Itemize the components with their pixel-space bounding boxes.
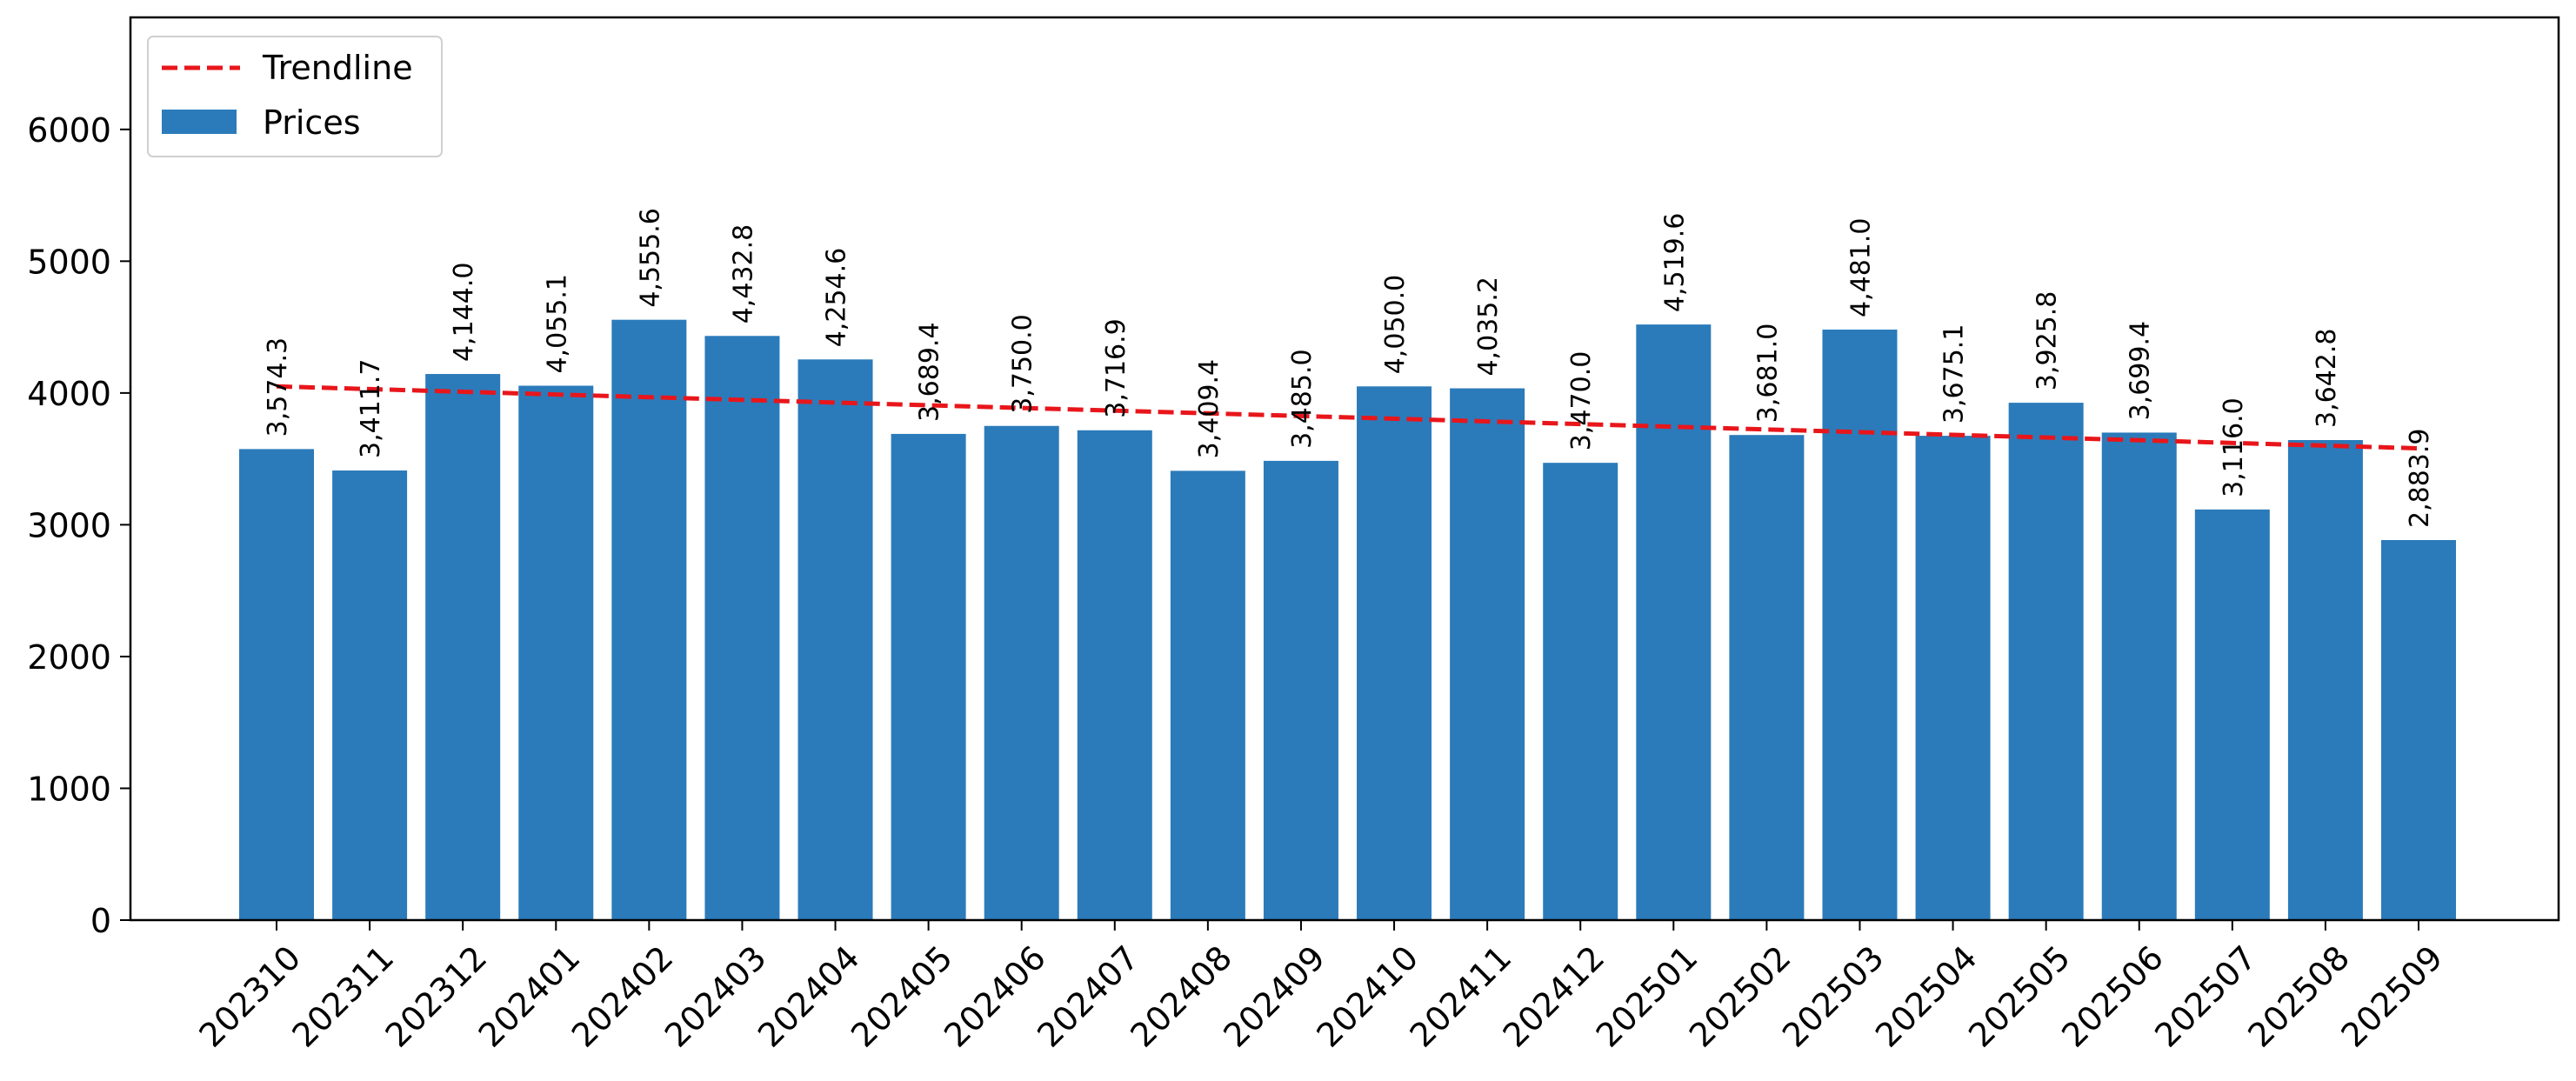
data-label-202405: 3,689.4 <box>915 322 945 422</box>
bar-202410 <box>1357 386 1432 920</box>
data-label-202504: 3,675.1 <box>1939 324 1970 424</box>
y-tick-label-6000: 6000 <box>27 111 111 150</box>
bar-202506 <box>2101 432 2177 920</box>
bar-202404 <box>797 359 873 921</box>
bar-202311 <box>332 470 408 920</box>
bar-202312 <box>425 374 501 921</box>
trendline-group <box>276 384 2419 451</box>
data-label-202311: 3,411.7 <box>356 358 386 458</box>
trendline <box>276 384 2419 451</box>
bar-202412 <box>1543 463 1618 920</box>
data-label-202404: 4,254.6 <box>822 248 852 348</box>
bar-202508 <box>2287 439 2363 920</box>
data-label-202505: 3,925.8 <box>2032 291 2063 391</box>
bar-202402 <box>611 319 687 920</box>
y-axis: 0 1000 2000 3000 4000 5000 6000 <box>27 111 130 940</box>
bar-202507 <box>2194 509 2270 920</box>
data-label-202409: 3,485.0 <box>1287 349 1318 449</box>
bar-202501 <box>1636 324 1712 920</box>
bar-202409 <box>1263 460 1338 920</box>
data-label-202412: 3,470.0 <box>1566 351 1597 451</box>
bar-202310 <box>239 449 314 920</box>
bar-202405 <box>891 433 966 921</box>
y-tick-label-3000: 3000 <box>27 506 111 544</box>
data-label-202408: 3,409.4 <box>1194 359 1225 459</box>
bar-202503 <box>1822 329 1898 920</box>
data-label-202410: 4,050.0 <box>1380 275 1411 375</box>
bar-202403 <box>704 336 780 921</box>
y-tick-label-2000: 2000 <box>27 638 111 677</box>
data-label-202310: 3,574.3 <box>263 337 293 437</box>
legend-trendline-label: Trendline <box>262 49 413 87</box>
data-label-202503: 4,481.0 <box>1845 217 1876 317</box>
data-labels-group: 3,574.3 3,411.7 4,144.0 4,055.1 4,555.6 4,432… <box>263 208 2435 528</box>
plot-frame <box>129 16 2560 922</box>
bar-202502 <box>1729 435 1805 920</box>
legend-prices-swatch <box>162 110 237 134</box>
y-tick-label-5000: 5000 <box>27 243 111 281</box>
y-tick-label-1000: 1000 <box>27 770 111 808</box>
data-label-202508: 3,642.8 <box>2312 328 2342 428</box>
bar-202407 <box>1077 430 1152 920</box>
data-label-202402: 4,555.6 <box>635 208 665 308</box>
bars-group <box>239 319 2456 921</box>
data-label-202411: 4,035.2 <box>1473 277 1504 377</box>
bar-202504 <box>1915 436 1991 920</box>
legend: Trendline Prices <box>147 36 443 157</box>
bar-202411 <box>1450 388 1525 920</box>
bar-202406 <box>984 425 1059 920</box>
data-label-202501: 4,519.6 <box>1659 213 1690 313</box>
data-label-202507: 3,116.0 <box>2219 397 2249 497</box>
bar-202401 <box>518 385 594 920</box>
bar-202408 <box>1170 470 1245 920</box>
data-label-202509: 2,883.9 <box>2405 428 2435 528</box>
y-tick-label-4000: 4000 <box>27 375 111 413</box>
data-label-202403: 4,432.8 <box>728 224 758 324</box>
data-label-202506: 3,699.4 <box>2126 321 2156 421</box>
bar-202509 <box>2381 539 2456 920</box>
legend-prices-label: Prices <box>263 103 361 142</box>
data-label-202407: 3,716.9 <box>1101 318 1131 418</box>
data-label-202401: 4,055.1 <box>542 274 572 374</box>
data-label-202406: 3,750.0 <box>1008 314 1038 414</box>
y-tick-label-0: 0 <box>90 902 111 940</box>
data-label-202312: 4,144.0 <box>449 263 479 363</box>
data-label-202502: 3,681.0 <box>1752 324 1783 424</box>
bar-202505 <box>2008 403 2084 921</box>
